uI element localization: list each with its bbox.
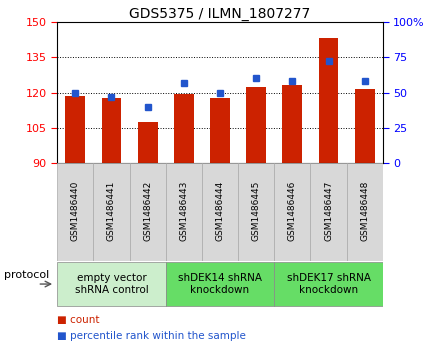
FancyBboxPatch shape [93,163,129,261]
FancyBboxPatch shape [129,163,166,261]
FancyBboxPatch shape [166,163,202,261]
Text: GDS5375 / ILMN_1807277: GDS5375 / ILMN_1807277 [129,7,311,21]
Bar [210,98,230,163]
Text: GSM1486447: GSM1486447 [324,181,333,241]
Text: GSM1486444: GSM1486444 [216,181,224,241]
FancyBboxPatch shape [166,262,274,306]
FancyBboxPatch shape [274,163,311,261]
Text: GSM1486443: GSM1486443 [180,181,188,241]
FancyBboxPatch shape [57,163,93,261]
Bar [66,96,85,163]
Text: GSM1486440: GSM1486440 [71,181,80,241]
Text: protocol: protocol [4,270,50,280]
FancyBboxPatch shape [238,163,274,261]
Bar [174,94,194,163]
Text: GSM1486448: GSM1486448 [360,181,369,241]
Text: shDEK17 shRNA
knockdown: shDEK17 shRNA knockdown [286,273,370,295]
Text: ■ count: ■ count [57,315,100,325]
FancyBboxPatch shape [311,163,347,261]
Bar [246,87,266,163]
Bar [319,38,338,163]
FancyBboxPatch shape [202,163,238,261]
Text: shDEK14 shRNA
knockdown: shDEK14 shRNA knockdown [178,273,262,295]
Bar [282,86,302,163]
Text: ■ percentile rank within the sample: ■ percentile rank within the sample [57,331,246,341]
FancyBboxPatch shape [347,163,383,261]
Bar [102,98,121,163]
FancyBboxPatch shape [57,262,166,306]
Text: GSM1486446: GSM1486446 [288,181,297,241]
Text: GSM1486445: GSM1486445 [252,181,260,241]
Text: empty vector
shRNA control: empty vector shRNA control [75,273,148,295]
Text: GSM1486442: GSM1486442 [143,181,152,241]
Text: GSM1486441: GSM1486441 [107,181,116,241]
Bar [355,89,375,163]
FancyBboxPatch shape [274,262,383,306]
Bar [138,122,158,163]
